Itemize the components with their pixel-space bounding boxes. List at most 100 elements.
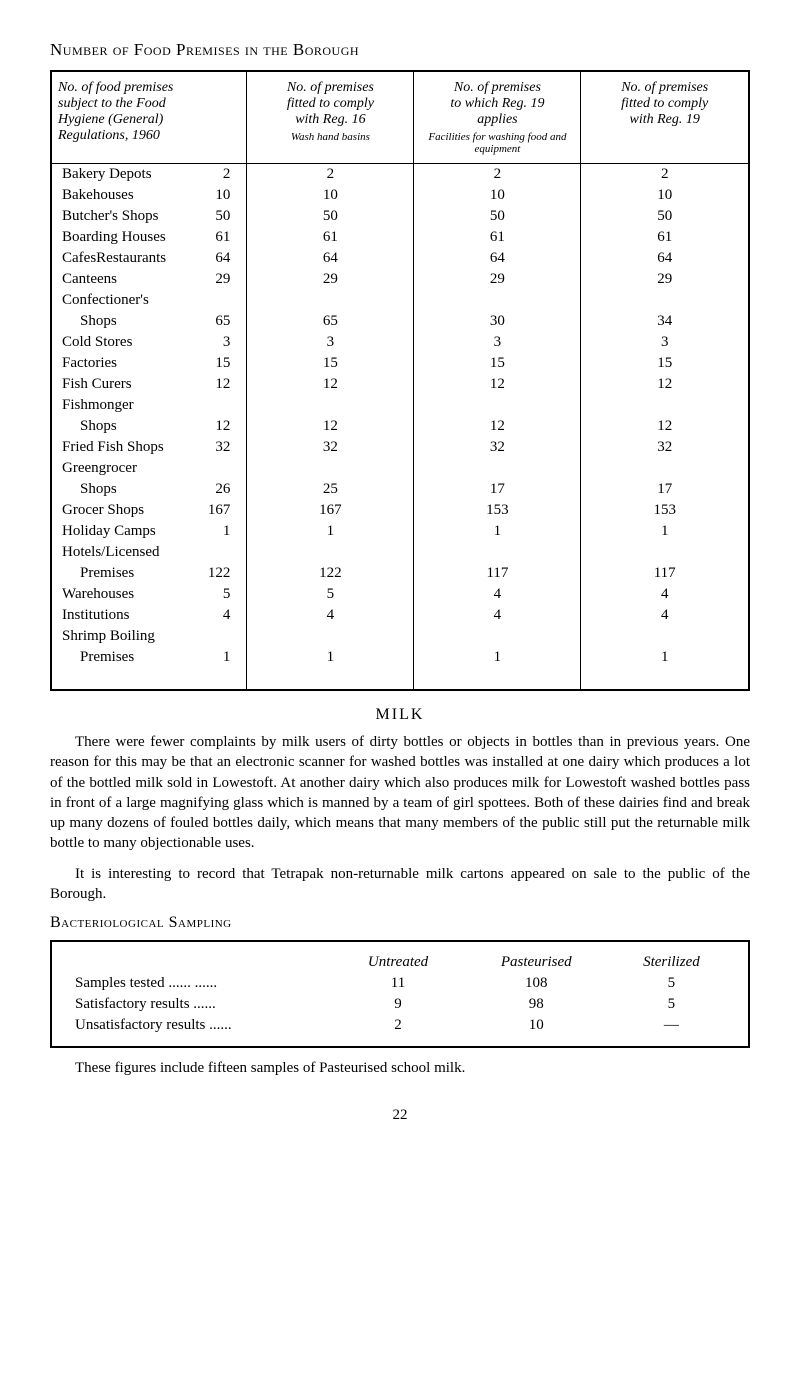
- value-cell: 50: [247, 206, 414, 227]
- value-cell: 50: [414, 206, 581, 227]
- bact-value: 11: [333, 973, 462, 994]
- value-cell: 32: [247, 437, 414, 458]
- value-cell: 3: [581, 332, 748, 353]
- value-cell: 29: [247, 269, 414, 290]
- value-cell: 1: [247, 647, 414, 668]
- header-col2: No. of premises fitted to comply with Re…: [247, 72, 414, 164]
- value-cell: 25: [247, 479, 414, 500]
- premise-cell: Warehouses 5: [52, 584, 247, 605]
- value-cell: 12: [414, 374, 581, 395]
- premise-cell: Fried Fish Shops32: [52, 437, 247, 458]
- premise-cell: Bakery Depots2: [52, 164, 247, 186]
- premise-count: 12: [215, 376, 240, 393]
- bottom-note: These figures include fifteen samples of…: [50, 1060, 750, 1077]
- bact-header-row: Untreated Pasteurised Sterilized: [67, 952, 733, 973]
- premise-name: Cold Stores: [62, 334, 132, 351]
- premise-count: 10: [215, 187, 240, 204]
- value-cell: 12: [247, 416, 414, 437]
- premise-count: 5: [223, 586, 241, 603]
- table-row: Grocer Shops167167153153: [52, 500, 748, 521]
- premise-cell: Shops12: [52, 416, 247, 437]
- value-cell: 61: [581, 227, 748, 248]
- value-cell: [414, 395, 581, 416]
- value-cell: 61: [414, 227, 581, 248]
- value-cell: 64: [414, 248, 581, 269]
- premise-name: Shops: [62, 481, 117, 498]
- premise-count: 15: [215, 355, 240, 372]
- table-row: Factories15151515: [52, 353, 748, 374]
- value-cell: 4: [414, 584, 581, 605]
- premise-cell: Shops65: [52, 311, 247, 332]
- table-row: Hotels/Licensed: [52, 542, 748, 563]
- premise-name: Factories: [62, 355, 117, 372]
- value-cell: 17: [581, 479, 748, 500]
- table-row: Bakehouses10101010: [52, 185, 748, 206]
- premise-cell: Grocer Shops167: [52, 500, 247, 521]
- premise-name: Warehouses: [62, 586, 134, 603]
- table-row: Confectioner's: [52, 290, 748, 311]
- bact-label: Satisfactory results ......: [67, 994, 333, 1015]
- bact-header-untreated: Untreated: [333, 952, 462, 973]
- premise-name: Canteens: [62, 271, 117, 288]
- premise-name: Bakery Depots: [62, 166, 152, 183]
- table-row: Canteens29292929: [52, 269, 748, 290]
- premise-count: 4: [223, 607, 241, 624]
- table-row: Premises122122117117: [52, 563, 748, 584]
- value-cell: 2: [414, 164, 581, 186]
- value-cell: 3: [414, 332, 581, 353]
- premise-name: CafesRestaurants: [62, 250, 166, 267]
- premise-cell: Factories 15: [52, 353, 247, 374]
- bact-value: 108: [463, 973, 610, 994]
- premise-cell: Bakehouses 10: [52, 185, 247, 206]
- bact-value: 10: [463, 1015, 610, 1036]
- premise-name: Fried Fish Shops: [62, 439, 164, 456]
- value-cell: 10: [247, 185, 414, 206]
- bact-header-pasteurised: Pasteurised: [463, 952, 610, 973]
- value-cell: 15: [414, 353, 581, 374]
- premise-cell: Premises122: [52, 563, 247, 584]
- table-row: Shops12121212: [52, 416, 748, 437]
- premise-cell: Shrimp Boiling: [52, 626, 247, 647]
- value-cell: 153: [414, 500, 581, 521]
- page-number: 22: [50, 1107, 750, 1124]
- premise-name: Butcher's Shops: [62, 208, 158, 225]
- premise-cell: Premises1: [52, 647, 247, 668]
- value-cell: 117: [414, 563, 581, 584]
- value-cell: 12: [247, 374, 414, 395]
- main-table-container: No. of food premises subject to the Food…: [50, 70, 750, 691]
- value-cell: 30: [414, 311, 581, 332]
- bact-label: Samples tested ...... ......: [67, 973, 333, 994]
- premise-cell: Institutions 4: [52, 605, 247, 626]
- value-cell: 15: [581, 353, 748, 374]
- bact-table: Untreated Pasteurised Sterilized Samples…: [67, 952, 733, 1036]
- value-cell: 153: [581, 500, 748, 521]
- premise-name: Fish Curers: [62, 376, 132, 393]
- premise-name: Shrimp Boiling: [62, 628, 155, 645]
- premise-cell: Boarding Houses61: [52, 227, 247, 248]
- bact-table-container: Untreated Pasteurised Sterilized Samples…: [50, 940, 750, 1048]
- table-row: Shops65653034: [52, 311, 748, 332]
- premise-count: 12: [215, 418, 240, 435]
- bact-value: 98: [463, 994, 610, 1015]
- table-row: Warehouses 55 44: [52, 584, 748, 605]
- value-cell: 32: [581, 437, 748, 458]
- milk-paragraph-1: There were fewer complaints by milk user…: [50, 732, 750, 854]
- value-cell: [247, 290, 414, 311]
- value-cell: 4: [581, 584, 748, 605]
- header-col1: No. of food premises subject to the Food…: [52, 72, 247, 164]
- milk-paragraph-2: It is interesting to record that Tetrapa…: [50, 864, 750, 905]
- premise-cell: Fish Curers 12: [52, 374, 247, 395]
- value-cell: 4: [247, 605, 414, 626]
- value-cell: [414, 542, 581, 563]
- premise-name: Bakehouses: [62, 187, 134, 204]
- bact-value: 9: [333, 994, 462, 1015]
- value-cell: [581, 458, 748, 479]
- table-row: Holiday Camps1111: [52, 521, 748, 542]
- value-cell: 12: [414, 416, 581, 437]
- value-cell: [247, 626, 414, 647]
- premise-name: Holiday Camps: [62, 523, 156, 540]
- premise-cell: Greengrocer: [52, 458, 247, 479]
- premise-name: Greengrocer: [62, 460, 137, 477]
- value-cell: 12: [581, 416, 748, 437]
- premise-name: Institutions: [62, 607, 130, 624]
